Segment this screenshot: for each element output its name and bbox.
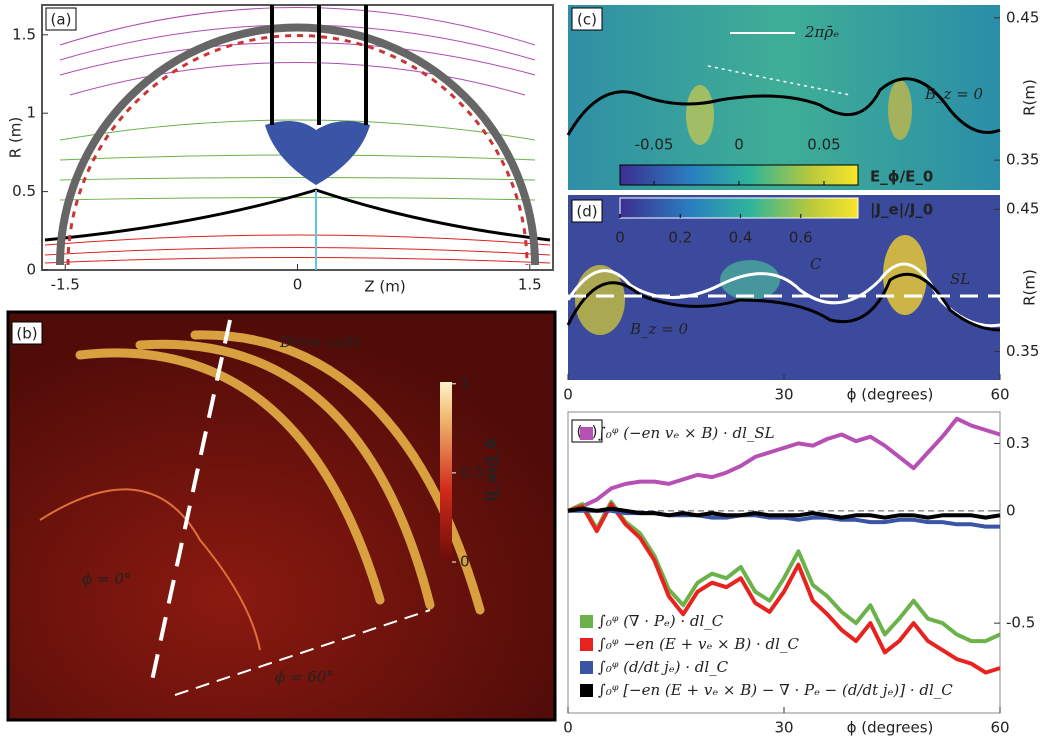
y-tick-label: 0.35: [1006, 342, 1039, 360]
y-tick-label: 0.3: [1006, 434, 1030, 452]
figure: (a) 0 0.5 1 1.5 R (m) -1.5 0 1.5 Z (m) (b) 0 0.5 1 IJ_…: [0, 0, 1045, 744]
x-tick-label: 30: [774, 719, 793, 737]
legend-swatch: [580, 427, 593, 440]
legend-label: ∫₀ᵠ [−en (E + vₑ × B) − ∇ · Pₑ − (d/dt j…: [598, 681, 953, 699]
y-axis-label: R(m): [1021, 79, 1039, 116]
x-axis-label: ϕ (degrees): [847, 386, 934, 404]
legend-swatch: [580, 661, 593, 674]
y-tick-label: -0.5: [1006, 614, 1035, 632]
y-axis-label: R(m): [1021, 269, 1039, 306]
x-tick-label: 60: [990, 386, 1009, 404]
y-tick-label: 0: [26, 261, 36, 279]
x-tick-label: 0: [293, 276, 303, 294]
annotation: Drive coils: [279, 333, 361, 351]
annotation: B_z = 0: [629, 320, 689, 338]
y-tick-label: 0.35: [1006, 151, 1039, 169]
colorbar-tick-label: 0: [615, 229, 625, 247]
y-tick-label: 1.5: [12, 25, 36, 43]
colorbar-tick-label: 0.4: [729, 229, 753, 247]
panel-label: (b): [16, 325, 37, 343]
legend-label: ∫₀ᵠ (∇ · Pₑ) · dl_C: [598, 612, 724, 630]
annotation: B_z = 0: [924, 85, 984, 103]
colorbar-tick-label: 0.2: [668, 229, 692, 247]
page: {"chart_data":[ {"type":"contour","panel…: [0, 0, 1045, 744]
legend-label: ∫₀ᵠ (−en vₑ × B) · dl_SL: [598, 424, 775, 442]
annotation: 2πρ̄ₑ: [804, 23, 839, 41]
panel-d-art: [568, 195, 1000, 380]
panel-label: (a): [51, 11, 72, 29]
y-tick-label: 1: [26, 104, 36, 122]
legend-swatch: [580, 638, 593, 651]
y-tick-label: 0: [1006, 501, 1016, 519]
colorbar-tick-label: -0.05: [635, 136, 674, 154]
colorbar-tick-label: 0.05: [807, 136, 840, 154]
y-tick-label: 0.45: [1006, 200, 1039, 218]
colorbar-tick-label: 0: [734, 136, 744, 154]
x-tick-label: 60: [990, 719, 1009, 737]
annotation: C: [810, 255, 822, 273]
colorbar-label: E_ϕ/E_0: [870, 168, 933, 186]
colorbar-tick-label: 0: [460, 553, 470, 571]
colorbar-tick-label: 1: [460, 374, 470, 392]
y-tick-label: 0.45: [1006, 8, 1039, 26]
x-tick-label: 30: [774, 386, 793, 404]
x-tick-label: 1.5: [518, 276, 542, 294]
colorbar-label: |J_e|/J_0: [870, 201, 933, 220]
colorbar: [440, 382, 452, 562]
panel-a-art: [42, 5, 553, 270]
panel-b-art: [8, 312, 555, 720]
y-axis-label: R (m): [7, 117, 25, 159]
y-tick-label: 0.5: [12, 182, 36, 200]
annotation: ϕ = 0°: [82, 570, 131, 588]
colorbar-tick-label: 0.6: [789, 229, 813, 247]
legend-swatch: [580, 615, 593, 628]
annotation: ϕ = 60°: [275, 668, 334, 686]
x-axis-label: Z (m): [364, 278, 405, 296]
colorbar-tick-label: 0.5: [460, 463, 484, 481]
annotation: SL: [950, 270, 970, 288]
panel-label: (d): [576, 203, 597, 221]
panel-label: (c): [577, 11, 597, 29]
legend-swatch: [580, 684, 593, 697]
colorbar-label: IJ_eI/J_0: [483, 438, 501, 501]
legend-label: ∫₀ᵠ (d/dt jₑ) · dl_C: [598, 658, 729, 676]
legend-label: ∫₀ᵠ −en (E + vₑ × B) · dl_C: [598, 635, 799, 653]
colorbar: [620, 198, 858, 218]
x-tick-label: 0: [563, 386, 573, 404]
x-tick-label: -1.5: [51, 276, 80, 294]
x-tick-label: 0: [563, 719, 573, 737]
x-axis-label: ϕ (degrees): [847, 719, 934, 737]
